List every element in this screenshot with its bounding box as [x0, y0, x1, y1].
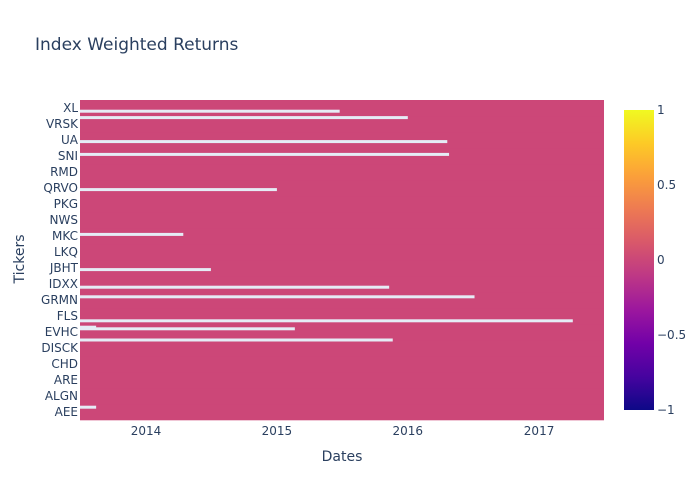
- heatmap-row-xl: [80, 100, 604, 117]
- colorbar-tick-label-3: −0.5: [657, 328, 686, 342]
- missing-gap-7: [80, 268, 211, 272]
- missing-gap-8: [80, 232, 184, 236]
- y-tick-label-mkc: MKC: [52, 229, 78, 243]
- colorbar-tick-label-0: 1: [657, 103, 665, 117]
- heatmap-row-disck: [80, 340, 604, 357]
- missing-gap-6: [80, 285, 390, 289]
- missing-data-gaps: [80, 109, 573, 409]
- heatmap-row-vrsk: [80, 116, 604, 133]
- y-tick-label-evhc: EVHC: [45, 325, 78, 339]
- colorbar-tick-label-1: 0.5: [657, 178, 676, 192]
- y-axis-title: Tickers: [12, 235, 28, 285]
- y-tick-label-disck: DISCK: [41, 341, 79, 355]
- colorbar-tick-label-2: 0: [657, 253, 665, 267]
- y-axis-ticks: AEE ALGN ARE CHD DISCK EVHC FLS GRMN IDXX JBHT LKQ…: [41, 101, 79, 419]
- y-tick-label-chd: CHD: [51, 357, 78, 371]
- y-tick-label-ua: UA: [61, 133, 79, 147]
- missing-gap-11: [80, 140, 448, 144]
- heatmap-row-nws: [80, 212, 604, 229]
- missing-gap-2: [80, 338, 393, 342]
- heatmap-row-pkg: [80, 196, 604, 213]
- x-tick-label-2016: 2016: [393, 424, 424, 438]
- missing-gap-13: [80, 109, 340, 113]
- colorbar-ticks: 1 0.5 0 −0.5 −1: [657, 103, 686, 417]
- missing-gap-12: [80, 116, 408, 120]
- heatmap-row-chd: [80, 356, 604, 373]
- heatmap: [80, 100, 604, 421]
- heatmap-row-algn: [80, 388, 604, 405]
- x-axis-title: Dates: [322, 449, 363, 465]
- missing-gap-3: [80, 319, 573, 323]
- y-tick-label-nws: NWS: [50, 213, 78, 227]
- y-tick-label-aee: AEE: [55, 405, 78, 419]
- x-tick-label-2014: 2014: [131, 424, 162, 438]
- y-tick-label-idxx: IDXX: [49, 277, 78, 291]
- heatmap-row-aee: [80, 404, 604, 421]
- colorbar-tick-label-4: −1: [657, 403, 675, 417]
- heatmap-row-sni: [80, 148, 604, 165]
- heatmap-row-jbht: [80, 260, 604, 277]
- missing-gap-10: [80, 152, 450, 156]
- missing-gap-4: [80, 327, 295, 331]
- y-tick-label-lkq: LKQ: [54, 245, 78, 259]
- y-tick-label-grmn: GRMN: [41, 293, 78, 307]
- colorbar-gradient: [624, 110, 654, 410]
- heatmap-row-evhc: [80, 324, 604, 341]
- y-tick-label-rmd: RMD: [50, 165, 78, 179]
- heatmap-row-idxx: [80, 276, 604, 293]
- y-tick-label-fls: FLS: [57, 309, 78, 323]
- y-tick-label-algn: ALGN: [45, 389, 78, 403]
- heatmap-row-grmn: [80, 292, 604, 309]
- y-tick-label-jbht: JBHT: [49, 261, 79, 275]
- missing-gap-9: [80, 188, 277, 192]
- y-tick-label-pkg: PKG: [54, 197, 78, 211]
- chart-title: Index Weighted Returns: [35, 35, 238, 55]
- colorbar: [624, 110, 654, 410]
- x-tick-label-2017: 2017: [524, 424, 555, 438]
- y-tick-label-qrvo: QRVO: [43, 181, 78, 195]
- x-tick-label-2015: 2015: [262, 424, 293, 438]
- y-tick-label-xl: XL: [63, 101, 78, 115]
- missing-gap-5: [80, 295, 475, 299]
- y-tick-label-sni: SNI: [58, 149, 78, 163]
- missing-gap-0: [80, 405, 97, 409]
- x-axis-ticks: 2014 2015 2016 2017: [131, 424, 555, 438]
- heatmap-row-mkc: [80, 228, 604, 245]
- y-tick-label-vrsk: VRSK: [46, 117, 79, 131]
- heatmap-row-qrvo: [80, 180, 604, 197]
- heatmap-row-rmd: [80, 164, 604, 181]
- y-tick-label-are: ARE: [54, 373, 78, 387]
- heatmap-row-are: [80, 372, 604, 389]
- heatmap-row-lkq: [80, 244, 604, 261]
- missing-gap-1: [80, 325, 97, 329]
